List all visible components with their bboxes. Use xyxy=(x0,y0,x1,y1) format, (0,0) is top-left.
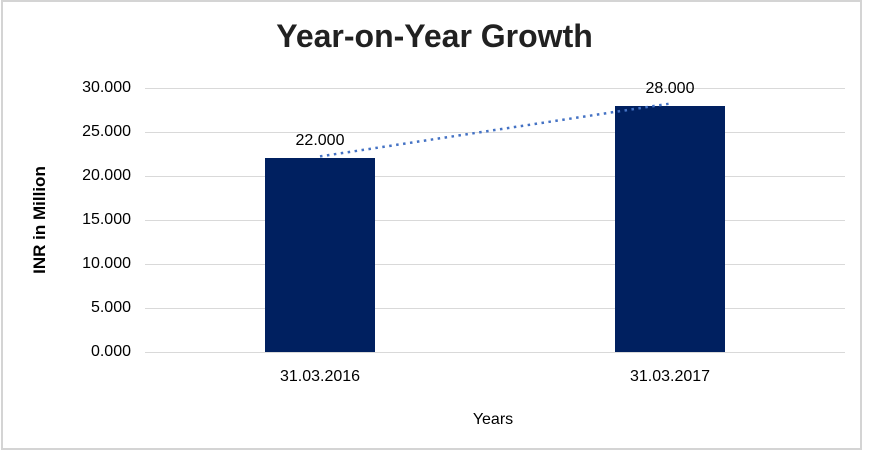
chart-frame-border xyxy=(1,0,862,450)
chart-title: Year-on-Year Growth xyxy=(276,18,593,54)
bar xyxy=(265,158,375,352)
bar-data-label: 22.000 xyxy=(295,132,345,150)
x-category-label: 31.03.2016 xyxy=(279,368,361,385)
gridline xyxy=(145,131,845,133)
bar-data-label: 28.000 xyxy=(645,79,695,97)
y-tick-label: 10.000 xyxy=(82,255,131,272)
y-tick-label: 15.000 xyxy=(82,211,131,228)
gridline xyxy=(145,219,845,221)
gridline xyxy=(145,263,845,265)
y-tick-label: 0.000 xyxy=(90,343,131,360)
x-category-label: 31.03.2017 xyxy=(629,368,711,385)
y-tick-label: 25.000 xyxy=(82,123,131,140)
y-tick-label: 20.000 xyxy=(82,167,131,184)
gridline xyxy=(145,87,845,89)
gridline xyxy=(145,307,845,309)
x-axis-title: Years xyxy=(472,411,514,428)
y-tick-label: 5.000 xyxy=(90,299,131,316)
bar xyxy=(615,105,725,352)
gridline xyxy=(145,175,845,177)
y-tick-label: 30.000 xyxy=(82,79,131,96)
gridline xyxy=(145,351,845,353)
